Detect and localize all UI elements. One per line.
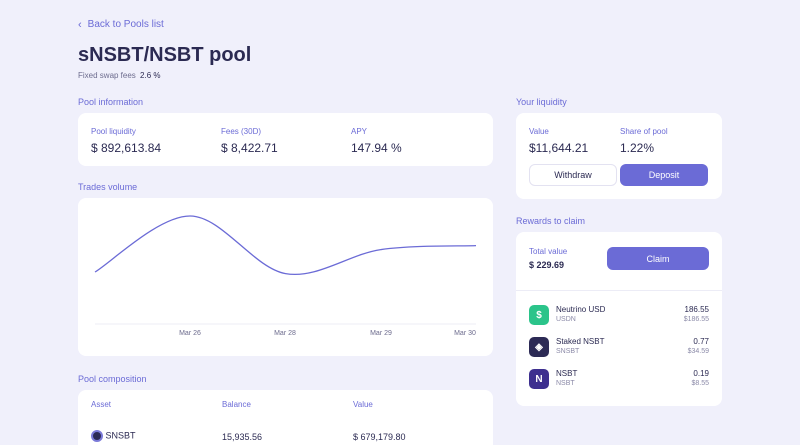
chevron-left-icon: ‹ (78, 18, 82, 31)
fees-label: Fees (30D) (221, 127, 262, 136)
token-symbol: SNSBT (556, 348, 580, 355)
apy-value: 147.94 % (351, 141, 402, 155)
token-amount: 0.77 (693, 337, 709, 346)
back-to-pools-link[interactable]: ‹ Back to Pools list (78, 19, 164, 30)
token-amount: 0.19 (693, 369, 709, 378)
token-name: Staked NSBT (556, 337, 605, 346)
pool-composition-heading: Pool composition (78, 374, 147, 384)
reward-token-row: ◈ Staked NSBT SNSBT 0.77 $34.59 (529, 335, 709, 361)
value-column-header: Value (353, 400, 373, 409)
nsbt-icon: N (529, 369, 549, 389)
table-row-asset: SNSBT (91, 430, 136, 442)
snsbt-coin-icon (91, 430, 103, 442)
x-tick-label: Mar 29 (370, 330, 392, 337)
token-usd-value: $8.55 (691, 380, 709, 387)
token-name: NSBT (556, 369, 578, 378)
swap-fees-line: Fixed swap fees 2.6 % (78, 71, 161, 80)
x-tick-label: Mar 28 (274, 330, 296, 337)
token-usd-value: $186.55 (683, 316, 709, 323)
share-of-pool-value: 1.22% (620, 141, 655, 155)
table-row-value: $ 679,179.80 (353, 432, 406, 442)
fees-stat: Fees (30D) $ 8,422.71 (221, 127, 278, 155)
pool-liquidity-stat: Pool liquidity $ 892,613.84 (91, 127, 161, 155)
reward-token-row: $ Neutrino USD USDN 186.55 $186.55 (529, 303, 709, 329)
your-liquidity-heading: Your liquidity (516, 97, 567, 107)
share-of-pool-stat: Share of pool 1.22% (620, 127, 668, 155)
pool-info-card: Pool liquidity $ 892,613.84 Fees (30D) $… (78, 113, 493, 166)
liquidity-value-label: Value (529, 127, 549, 136)
pool-liquidity-value: $ 892,613.84 (91, 141, 162, 155)
trades-volume-heading: Trades volume (78, 182, 138, 192)
neutrino-usd-icon: $ (529, 305, 549, 325)
asset-name: SNSBT (105, 430, 136, 441)
pool-composition-card: Asset Balance Value SNSBT 15,935.56 $ 67… (78, 390, 493, 445)
token-amount: 186.55 (684, 305, 709, 314)
back-link-label: Back to Pools list (87, 19, 164, 30)
reward-token-row: N NSBT NSBT 0.19 $8.55 (529, 367, 709, 393)
pool-liquidity-label: Pool liquidity (91, 127, 136, 136)
withdraw-button[interactable]: Withdraw (529, 164, 617, 186)
staked-nsbt-icon: ◈ (529, 337, 549, 357)
claim-button[interactable]: Claim (607, 247, 709, 270)
table-row-balance: 15,935.56 (222, 432, 263, 442)
deposit-button[interactable]: Deposit (620, 164, 708, 186)
trades-volume-chart: Mar 26 Mar 28 Mar 29 Mar 30 (78, 198, 493, 356)
token-symbol: USDN (556, 316, 576, 323)
token-symbol: NSBT (556, 380, 575, 387)
asset-column-header: Asset (91, 400, 112, 409)
token-name: Neutrino USD (556, 305, 606, 314)
apy-stat: APY 147.94 % (351, 127, 402, 155)
swap-fees-label: Fixed swap fees (78, 71, 136, 80)
rewards-card: Total value $ 229.69 Claim $ Neutrino US… (516, 232, 722, 406)
apy-label: APY (351, 127, 368, 136)
page-title: sNSBT/NSBT pool (78, 44, 252, 66)
rewards-divider (516, 290, 722, 291)
trades-volume-svg: Mar 26 Mar 28 Mar 29 Mar 30 (94, 215, 477, 337)
total-value: $ 229.69 (529, 260, 565, 270)
share-of-pool-label: Share of pool (620, 127, 668, 136)
liquidity-value: $11,644.21 (529, 141, 589, 155)
x-tick-label: Mar 30 (454, 330, 476, 337)
total-value-label: Total value (529, 247, 568, 256)
rewards-heading: Rewards to claim (516, 216, 586, 226)
swap-fees-value: 2.6 % (140, 71, 161, 80)
pool-info-heading: Pool information (78, 97, 144, 107)
balance-column-header: Balance (222, 400, 251, 409)
fees-value: $ 8,422.71 (221, 141, 278, 155)
x-tick-label: Mar 26 (179, 330, 201, 337)
token-usd-value: $34.59 (687, 348, 709, 355)
trades-volume-line (94, 215, 477, 276)
your-liquidity-card: Value $11,644.21 Share of pool 1.22% Wit… (516, 113, 722, 199)
liquidity-value-stat: Value $11,644.21 (529, 127, 588, 155)
